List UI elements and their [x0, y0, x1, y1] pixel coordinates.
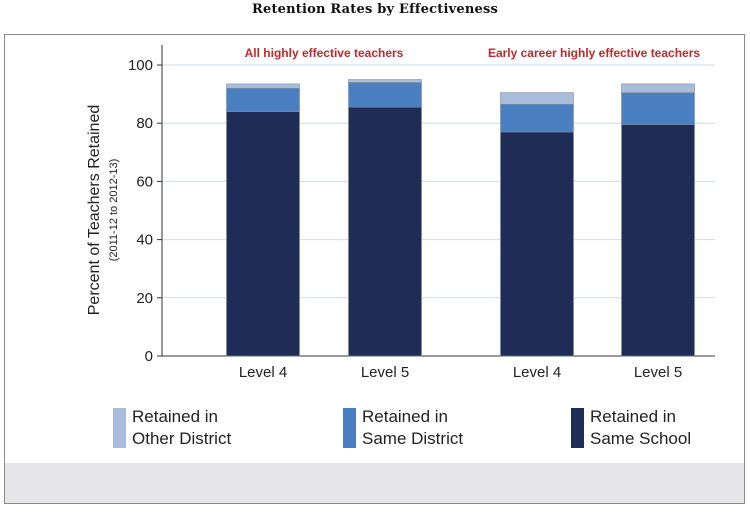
legend-swatch-same-school: [571, 408, 584, 448]
bar-segment-same-school: [226, 111, 300, 357]
y-tick-label: 100: [128, 57, 153, 74]
x-tick-label: Level 4: [239, 364, 287, 381]
bar-segment-other-district: [500, 92, 574, 105]
bar-segment-same-district: [500, 103, 574, 133]
legend-swatch-same-district: [343, 408, 356, 448]
legend-item-other-district: Retained in Other District: [113, 406, 262, 450]
legend-label-line2: Other District: [132, 429, 232, 448]
legend-swatch-other-district: [113, 408, 126, 448]
legend-label-line2: Same School: [590, 429, 692, 448]
legend-item-same-district: Retained in Same District: [343, 406, 492, 450]
bar-segment-same-school: [500, 131, 574, 357]
bar-segment-other-district: [621, 83, 695, 93]
bar-segment-other-district: [226, 83, 300, 89]
bar-segment-same-school: [621, 124, 695, 357]
bar-segment-same-district: [621, 92, 695, 125]
x-tick-label: Level 5: [361, 364, 409, 381]
y-tick-label: 80: [136, 115, 153, 132]
footer-band: [5, 463, 744, 503]
legend-label-line1: Retained in: [590, 407, 677, 426]
bar-segment-same-district: [348, 82, 422, 108]
group-label: Early career highly effective teachers: [488, 46, 700, 60]
chart-title: Retention Rates by Effectiveness: [251, 2, 499, 17]
x-tick-label: Level 5: [634, 364, 682, 381]
y-tick-label: 40: [136, 232, 153, 249]
y-tick-label: 0: [145, 348, 153, 365]
y-tick-label: 20: [136, 290, 153, 307]
legend-label-line1: Retained in: [362, 407, 449, 426]
legend-item-same-school: Retained in Same School: [571, 406, 720, 450]
y-tick-label: 60: [136, 173, 153, 190]
bar-segment-other-district: [348, 79, 422, 83]
bar-segment-same-district: [226, 87, 300, 112]
x-tick-label: Level 4: [513, 364, 561, 381]
y-axis-subtitle: (2011-12 to 2012-13): [108, 159, 120, 262]
group-label: All highly effective teachers: [245, 46, 404, 60]
legend-label-line1: Retained in: [132, 407, 219, 426]
legend-label-line2: Same District: [362, 429, 464, 448]
y-axis-title: Percent of Teachers Retained: [86, 105, 103, 316]
bar-segment-same-school: [348, 106, 422, 357]
